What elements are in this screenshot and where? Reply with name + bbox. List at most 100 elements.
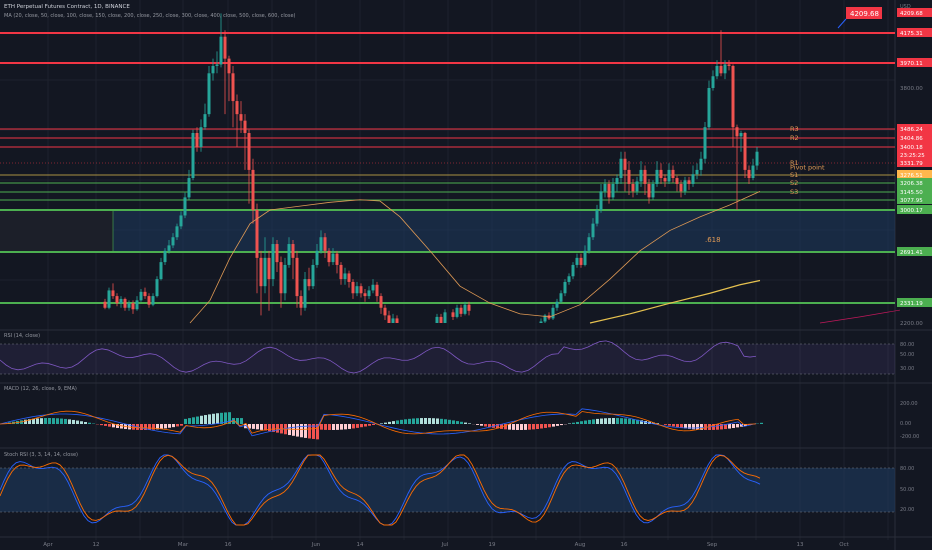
- macd-histogram-bar: [400, 419, 403, 424]
- candle-body: [355, 286, 359, 294]
- time-axis-label: Aug: [575, 542, 586, 548]
- pivot-label-s3: S3: [790, 188, 798, 196]
- candle-body: [739, 133, 743, 137]
- candle-body: [247, 133, 251, 170]
- macd-histogram-bar: [624, 418, 627, 424]
- candle-body: [219, 36, 223, 65]
- macd-histogram-bar: [300, 424, 303, 438]
- candle-body: [215, 64, 219, 66]
- time-axis-label: Apr: [43, 542, 53, 548]
- chart-title: ETH Perpetual Futures Contract, 1D, BINA…: [4, 4, 130, 10]
- macd-histogram-bar: [512, 424, 515, 430]
- macd-histogram-bar: [228, 412, 231, 424]
- macd-histogram-bar: [656, 423, 659, 424]
- macd-histogram-bar: [688, 424, 691, 429]
- macd-histogram-bar: [252, 424, 255, 429]
- macd-histogram-bar: [104, 424, 107, 426]
- macd-histogram-bar: [480, 424, 483, 426]
- candle-body: [743, 133, 747, 170]
- macd-histogram-bar: [596, 418, 599, 424]
- macd-histogram-bar: [420, 418, 423, 424]
- candle-body: [235, 101, 239, 115]
- candle-body: [207, 73, 211, 115]
- macd-histogram-bar: [76, 420, 79, 424]
- macd-histogram-bar: [552, 424, 555, 427]
- candle-body: [551, 307, 555, 319]
- macd-histogram-bar: [176, 424, 179, 427]
- macd-histogram-bar: [508, 424, 511, 430]
- macd-histogram-bar: [452, 420, 455, 424]
- candle-body: [543, 315, 547, 322]
- candle-body: [435, 316, 439, 323]
- candle-body: [639, 169, 643, 182]
- candle-body: [335, 253, 339, 265]
- candle-body: [251, 169, 255, 211]
- macd-histogram-bar: [616, 418, 619, 424]
- macd-histogram-bar: [604, 418, 607, 424]
- candle-body: [727, 64, 731, 66]
- candle-body: [363, 293, 367, 297]
- macd-histogram-bar: [28, 419, 31, 424]
- candle-body: [607, 183, 611, 198]
- ma-line-fast: [189, 190, 761, 324]
- macd-histogram-bar: [440, 418, 443, 424]
- macd-histogram-bar: [676, 424, 679, 428]
- macd-histogram-bar: [344, 424, 347, 430]
- macd-histogram-bar: [36, 418, 39, 424]
- macd-histogram-bar: [484, 424, 487, 427]
- macd-histogram-bar: [392, 421, 395, 424]
- candle-body: [711, 76, 715, 88]
- macd-histogram-bar: [68, 419, 71, 424]
- macd-histogram-bar: [212, 413, 215, 424]
- macd-histogram-bar: [684, 424, 687, 429]
- pivot-label-s2: S2: [790, 179, 798, 187]
- macd-histogram-bar: [332, 424, 335, 430]
- price-tag-label: 3276.51: [900, 173, 923, 179]
- candle-body: [107, 290, 111, 308]
- macd-histogram-bar: [200, 415, 203, 424]
- candle-body: [111, 290, 115, 297]
- macd-histogram-bar: [712, 424, 715, 430]
- macd-histogram-bar: [356, 424, 359, 428]
- candle-body: [735, 127, 739, 137]
- macd-histogram-bar: [40, 418, 43, 424]
- macd-histogram-bar: [192, 417, 195, 424]
- rsi-tick: 50.00: [900, 352, 914, 358]
- high-callout: [846, 7, 882, 19]
- macd-label: MACD (12, 26, close, 9, EMA): [4, 386, 77, 392]
- macd-histogram-bar: [316, 424, 319, 440]
- candle-body: [563, 281, 567, 294]
- macd-histogram-bar: [696, 424, 699, 430]
- macd-histogram-bar: [664, 424, 667, 425]
- macd-histogram-bar: [120, 424, 123, 429]
- candle-body: [455, 307, 459, 317]
- candle-body: [655, 169, 659, 184]
- candle-body: [675, 178, 679, 184]
- candle-body: [171, 237, 175, 246]
- demand-zone: [113, 210, 895, 252]
- candle-body: [299, 296, 303, 308]
- macd-histogram-bar: [204, 415, 207, 424]
- macd-histogram-bar: [292, 424, 295, 436]
- candle-body: [367, 290, 371, 297]
- candle-body: [223, 36, 227, 59]
- macd-histogram-bar: [528, 424, 531, 430]
- macd-tick: -200.00: [900, 434, 919, 440]
- price-tag-label: 3486.24: [900, 127, 923, 133]
- candle-body: [627, 169, 631, 184]
- candle-body: [271, 244, 275, 280]
- macd-histogram-bar: [44, 418, 47, 424]
- macd-histogram-bar: [152, 424, 155, 430]
- time-axis-label: Mar: [178, 542, 189, 548]
- macd-histogram-bar: [164, 424, 167, 429]
- fib-label: .618: [705, 236, 721, 244]
- candle-body: [695, 169, 699, 175]
- candle-body: [467, 304, 471, 311]
- macd-histogram-bar: [716, 424, 719, 430]
- price-tag-label: 23:25:25: [900, 153, 925, 159]
- candle-body: [731, 65, 735, 128]
- macd-histogram-bar: [432, 418, 435, 424]
- macd-histogram-bar: [424, 418, 427, 424]
- candle-body: [319, 237, 323, 251]
